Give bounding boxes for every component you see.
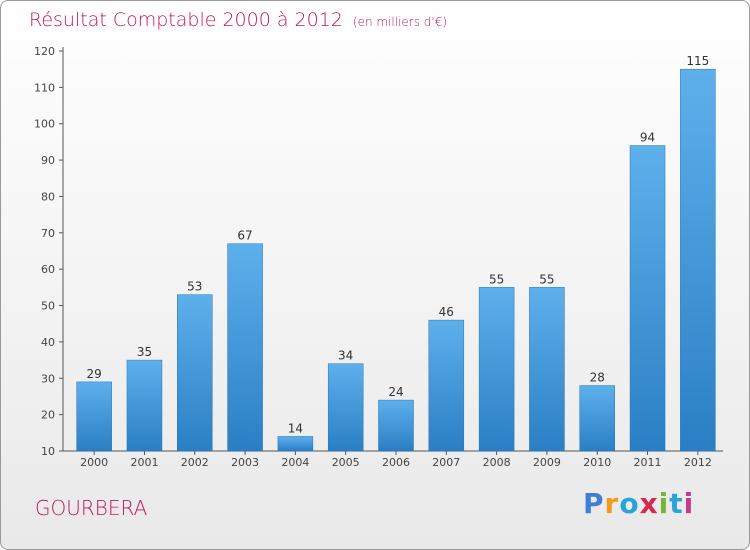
y-tick-label: 10 <box>41 445 55 458</box>
logo-letter: t <box>669 487 684 520</box>
x-tick-label: 2001 <box>130 456 158 469</box>
x-tick-label: 2005 <box>332 456 360 469</box>
bar <box>177 294 213 452</box>
x-tick-label: 2009 <box>533 456 561 469</box>
bar <box>529 287 565 452</box>
bar <box>76 381 112 452</box>
bar-value-label: 94 <box>640 131 655 145</box>
bar <box>227 243 263 452</box>
bar <box>428 319 465 452</box>
y-tick-label: 40 <box>41 336 55 349</box>
y-tick-label: 100 <box>34 118 55 131</box>
bar-value-label: 34 <box>338 349 353 363</box>
x-tick-label: 2006 <box>382 456 410 469</box>
x-tick-label: 2010 <box>583 456 611 469</box>
bar <box>277 436 314 452</box>
x-tick-label: 2000 <box>80 456 108 469</box>
logo-letter: o <box>619 487 640 520</box>
logo-letter: i <box>683 487 695 520</box>
bar-value-label: 28 <box>590 371 605 385</box>
bar-value-label: 35 <box>137 345 152 359</box>
bar-value-label: 55 <box>539 272 554 286</box>
x-tick-label: 2002 <box>181 456 209 469</box>
bar-value-label: 24 <box>388 385 403 399</box>
bar <box>629 145 666 452</box>
y-tick-label: 80 <box>41 190 55 203</box>
bar <box>478 287 515 452</box>
y-tick-label: 60 <box>41 263 55 276</box>
chart-subtitle: (en milliers d'€) <box>352 15 448 29</box>
bar-value-label: 67 <box>237 229 252 243</box>
bar-value-label: 53 <box>187 280 202 294</box>
y-tick-label: 30 <box>41 372 55 385</box>
logo-letter: x <box>639 487 659 520</box>
bar <box>680 68 716 452</box>
x-tick-label: 2008 <box>483 456 511 469</box>
bar <box>327 363 364 452</box>
bar-value-label: 29 <box>87 367 102 381</box>
logo-letter: i <box>658 487 670 520</box>
bar-value-label: 46 <box>439 305 454 319</box>
y-tick-label: 110 <box>34 81 55 94</box>
y-tick-label: 70 <box>41 227 55 240</box>
x-tick-label: 2012 <box>684 456 712 469</box>
x-tick-label: 2004 <box>281 456 309 469</box>
logo-letter: r <box>604 487 620 520</box>
y-tick-label: 20 <box>41 409 55 422</box>
bar <box>126 359 163 452</box>
x-tick-label: 2007 <box>432 456 460 469</box>
chart-title: Résultat Comptable 2000 à 2012 (en millie… <box>29 9 447 31</box>
chart-bars <box>76 68 716 452</box>
logo-letter: P <box>583 487 605 520</box>
commune-name: GOURBERA <box>35 496 148 520</box>
y-tick-label: 90 <box>41 154 55 167</box>
proxiti-logo: Proxiti <box>583 487 694 520</box>
y-tick-label: 120 <box>34 45 55 58</box>
bar <box>378 399 414 452</box>
chart-labels: 29 2000 35 2001 53 2002 67 2003 14 2004 34 2005 24 20… <box>80 54 712 469</box>
chart-title-text: Résultat Comptable 2000 à 2012 <box>29 9 343 31</box>
bar-value-label: 115 <box>686 54 709 68</box>
y-tick-label: 50 <box>41 300 55 313</box>
bar-value-label: 55 <box>489 272 504 286</box>
bar <box>579 385 615 452</box>
x-tick-label: 2011 <box>634 456 662 469</box>
x-tick-label: 2003 <box>231 456 259 469</box>
bar-value-label: 14 <box>288 421 303 435</box>
